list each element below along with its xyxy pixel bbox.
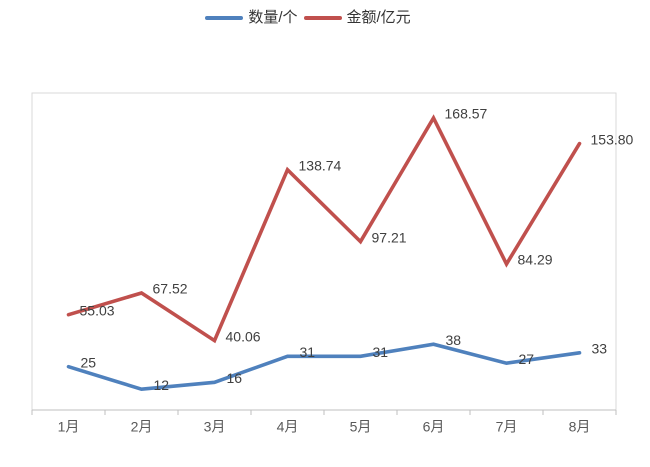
x-axis-label: 7月: [496, 419, 518, 435]
data-label-quantity: 27: [519, 351, 535, 367]
data-label-amount: 67.52: [153, 281, 188, 297]
legend-label-amount: 金额/亿元: [346, 9, 411, 26]
data-label-amount: 84.29: [518, 252, 553, 268]
plot-border: [31, 92, 617, 410]
data-label-quantity: 33: [592, 341, 608, 357]
x-axis-label: 3月: [204, 419, 226, 435]
series-line-quantity: [66, 342, 582, 392]
data-label-amount: 97.21: [372, 229, 407, 245]
data-label-quantity: 31: [373, 344, 389, 360]
series-line-amount: [66, 114, 582, 344]
data-label-amount: 153.80: [591, 131, 634, 147]
data-label-amount: 168.57: [445, 106, 488, 122]
x-axis-label: 8月: [569, 419, 591, 435]
legend-item-quantity: 数量/个: [202, 6, 300, 30]
data-label-quantity: 25: [81, 354, 97, 370]
legend: 数量/个 金额/亿元: [0, 6, 616, 30]
data-label-amount: 55.03: [80, 302, 115, 318]
data-label-quantity: 31: [300, 344, 316, 360]
data-label-quantity: 38: [446, 332, 462, 348]
x-axis-label: 6月: [423, 419, 445, 435]
x-axis-label: 4月: [277, 419, 299, 435]
data-label-amount: 40.06: [226, 328, 261, 344]
x-axis-label: 5月: [350, 419, 372, 435]
x-axis-label: 2月: [131, 419, 153, 435]
data-label-quantity: 16: [227, 370, 243, 386]
data-label-amount: 138.74: [299, 157, 342, 173]
legend-item-amount: 金额/亿元: [301, 6, 414, 30]
legend-line-swatch-amount: [303, 16, 342, 20]
data-label-quantity: 12: [154, 377, 170, 393]
legend-label-quantity: 数量/个: [248, 9, 298, 26]
x-axis-label: 1月: [58, 419, 80, 435]
legend-line-swatch-quantity: [205, 16, 244, 20]
